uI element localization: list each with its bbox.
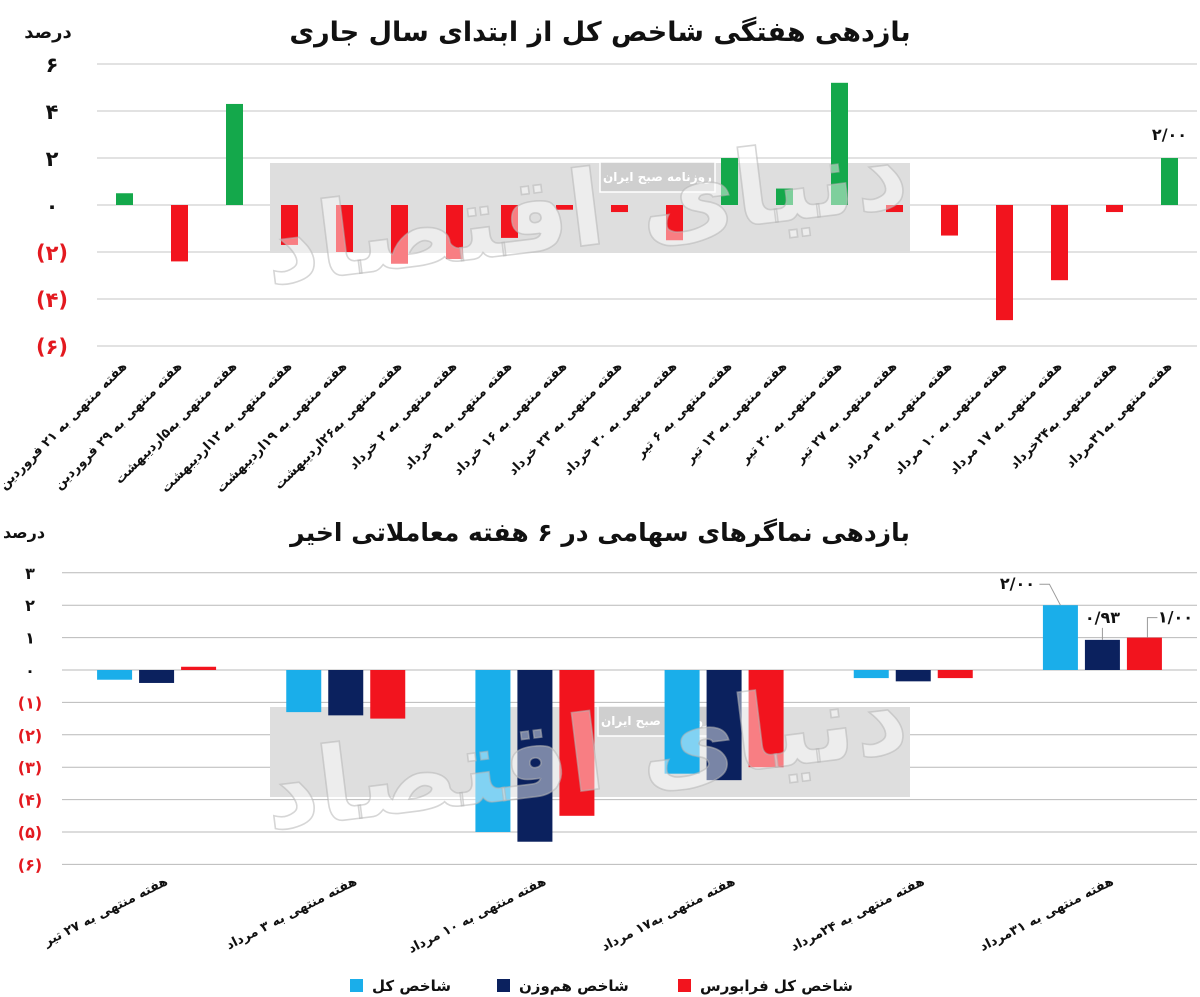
bar bbox=[1106, 205, 1123, 213]
bar bbox=[886, 205, 903, 213]
bar bbox=[937, 670, 973, 679]
y-tick-label: (۳) bbox=[18, 758, 42, 777]
bar bbox=[853, 670, 889, 679]
y-axis-label: درصد bbox=[3, 523, 45, 542]
data-label-leader bbox=[1146, 617, 1158, 638]
chart-title: بازدهی نماگرهای سهامی در ۶ هفته معاملاتی… bbox=[288, 518, 910, 548]
y-tick-label: (۶) bbox=[36, 335, 68, 359]
bar bbox=[226, 103, 243, 205]
bar bbox=[517, 670, 553, 842]
y-tick-label: ۱ bbox=[25, 629, 35, 648]
bar bbox=[1084, 639, 1120, 670]
y-tick-label: (۱) bbox=[18, 693, 42, 712]
data-label-leader bbox=[1039, 583, 1061, 606]
y-tick-label: (۴) bbox=[36, 288, 68, 312]
watermark-band bbox=[270, 163, 910, 253]
bar bbox=[1051, 205, 1068, 281]
y-tick-label: ۰ bbox=[46, 194, 59, 218]
legend-item: شاخص کل فرابورس bbox=[678, 977, 853, 995]
legend-swatch bbox=[497, 979, 510, 992]
chart-title: بازدهی هفتگی شاخص کل از ابتدای سال جاری bbox=[289, 16, 910, 48]
y-tick-label: ۴ bbox=[46, 100, 59, 124]
bar bbox=[1161, 158, 1178, 205]
data-label: ۱/۰۰ bbox=[1158, 608, 1193, 627]
y-tick-label: (۲) bbox=[18, 726, 42, 745]
bar bbox=[664, 670, 700, 774]
watermark-tagline: روزنامه صبح ایران bbox=[603, 170, 712, 185]
data-label: ۲/۰۰ bbox=[1000, 574, 1035, 593]
bar bbox=[281, 205, 298, 245]
data-label: ۲/۰۰ bbox=[1152, 125, 1187, 144]
bar bbox=[116, 193, 133, 205]
y-tick-label: ۰ bbox=[25, 661, 35, 680]
y-tick-label: ۲ bbox=[46, 147, 59, 171]
bar bbox=[895, 670, 931, 682]
bar bbox=[171, 205, 188, 262]
bar bbox=[97, 670, 133, 680]
bar bbox=[721, 158, 738, 205]
legend-item: شاخص کل bbox=[350, 977, 451, 995]
bar bbox=[446, 205, 463, 260]
y-axis-label: درصد bbox=[24, 22, 71, 43]
bar bbox=[996, 205, 1013, 321]
bar bbox=[139, 670, 175, 683]
watermark-tagline-box bbox=[599, 161, 716, 193]
legend-swatch bbox=[678, 979, 691, 992]
bar bbox=[1126, 637, 1162, 670]
legend: شاخص کل شاخص هم‌وزن شاخص کل فرابورس bbox=[350, 977, 853, 995]
legend-label: شاخص هم‌وزن bbox=[519, 977, 629, 995]
bar bbox=[391, 205, 408, 264]
bar bbox=[666, 205, 683, 241]
y-tick-label: ۶ bbox=[46, 53, 59, 77]
y-tick-label: (۵) bbox=[18, 823, 42, 842]
y-tick-label: (۴) bbox=[18, 791, 42, 810]
y-tick-label: ۳ bbox=[25, 564, 35, 583]
bar bbox=[328, 670, 364, 716]
bar bbox=[370, 670, 406, 719]
legend-swatch bbox=[350, 979, 363, 992]
bar bbox=[611, 205, 628, 213]
y-tick-label: ۲ bbox=[25, 596, 35, 615]
bar bbox=[181, 666, 217, 670]
legend-label: شاخص کل bbox=[372, 977, 451, 995]
bar bbox=[475, 670, 511, 832]
bar bbox=[556, 205, 573, 210]
bar bbox=[941, 205, 958, 236]
y-tick-label: (۶) bbox=[18, 855, 42, 874]
bar bbox=[831, 82, 848, 205]
bar bbox=[286, 670, 322, 713]
y-tick-label: (۲) bbox=[36, 241, 68, 265]
data-label: ۰/۹۳ bbox=[1085, 608, 1120, 627]
bar bbox=[501, 205, 518, 238]
bar bbox=[336, 205, 353, 252]
legend-item: شاخص هم‌وزن bbox=[497, 977, 629, 995]
legend-label: شاخص کل فرابورس bbox=[700, 977, 853, 995]
bar bbox=[1042, 605, 1078, 670]
bar bbox=[706, 670, 742, 781]
bar bbox=[776, 188, 793, 205]
bar bbox=[748, 670, 784, 768]
bar bbox=[559, 670, 595, 816]
